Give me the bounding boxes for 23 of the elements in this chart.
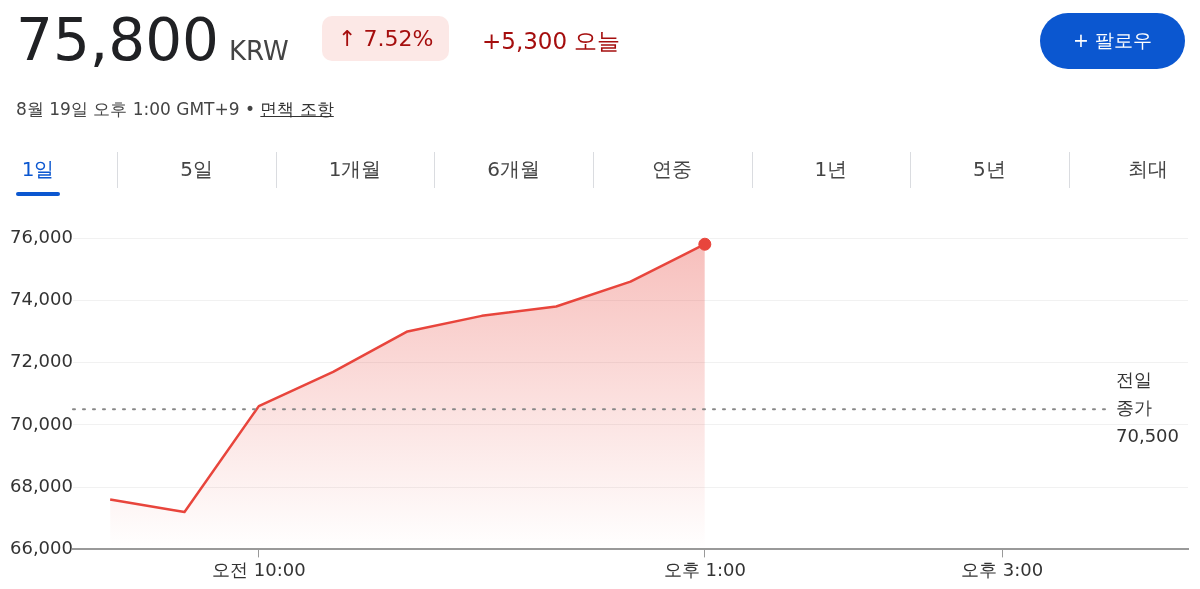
text: 1개월: [328, 156, 382, 183]
text: 연중: [652, 156, 693, 183]
text: 5년: [973, 156, 1006, 183]
chart-title: 75,800 KRW: [16, 6, 289, 74]
text: 5일: [180, 156, 213, 183]
y-tick-label: 66,000: [10, 537, 73, 559]
text: 최대: [1128, 156, 1168, 183]
x-tick-label: 오후 1:00: [663, 558, 746, 580]
x-tick-label: 오전 10:00: [212, 558, 306, 580]
text: 6개월: [487, 156, 541, 183]
y-tick-label: 68,000: [10, 474, 73, 496]
y-tick-label: 76,000: [10, 225, 73, 247]
chart-subtitle: 8월 19일 오후 1:00 GMT+9 • 면책 조항: [16, 98, 334, 121]
text: ↑ 7.52%: [322, 16, 450, 61]
x-tick-label: 오후 3:00: [961, 558, 1044, 580]
ref-line-label: 전일 종가 70,500: [1116, 368, 1179, 446]
text: 1년: [814, 156, 848, 183]
text: 1일: [21, 156, 55, 183]
y-tick-label: 74,000: [10, 287, 73, 309]
y-tick-label: 70,000: [10, 412, 73, 434]
text: +5,300 오늘: [482, 27, 621, 56]
y-tick-label: 72,000: [10, 350, 73, 372]
text: + 팔로우: [1040, 13, 1185, 69]
